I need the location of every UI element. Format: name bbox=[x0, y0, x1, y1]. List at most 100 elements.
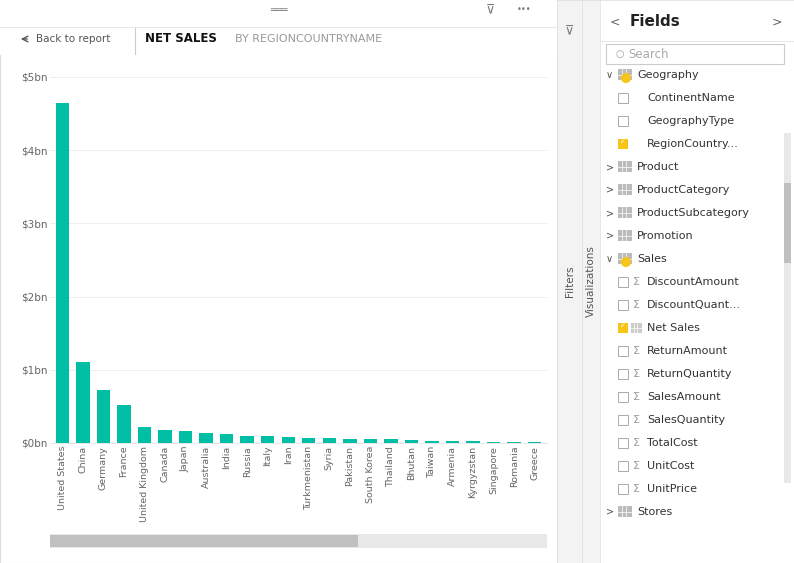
Bar bbox=[618, 230, 632, 241]
Bar bbox=[56, 102, 69, 443]
Bar bbox=[618, 346, 628, 356]
Bar bbox=[507, 442, 521, 443]
Text: ✓: ✓ bbox=[620, 323, 626, 329]
Bar bbox=[138, 427, 151, 443]
Bar bbox=[179, 431, 192, 443]
Bar bbox=[784, 183, 791, 263]
Bar bbox=[487, 442, 500, 443]
Text: Promotion: Promotion bbox=[637, 231, 694, 241]
Circle shape bbox=[621, 73, 631, 83]
Text: >: > bbox=[606, 231, 614, 241]
Text: ProductCategory: ProductCategory bbox=[637, 185, 730, 195]
Bar bbox=[618, 415, 628, 425]
Text: ∨: ∨ bbox=[606, 254, 613, 264]
Text: GeographyType: GeographyType bbox=[647, 116, 734, 126]
Bar bbox=[784, 133, 791, 483]
Text: DiscountAmount: DiscountAmount bbox=[647, 277, 740, 287]
Bar bbox=[618, 506, 632, 517]
Bar bbox=[158, 430, 172, 443]
Text: UnitCost: UnitCost bbox=[647, 461, 695, 471]
Bar bbox=[118, 405, 130, 443]
Text: ○: ○ bbox=[616, 49, 625, 59]
Text: Net Sales: Net Sales bbox=[647, 323, 700, 333]
Text: ReturnQuantity: ReturnQuantity bbox=[647, 369, 733, 379]
Text: Visualizations: Visualizations bbox=[586, 245, 596, 318]
Text: Geography: Geography bbox=[637, 70, 699, 80]
Text: ProductSubcategory: ProductSubcategory bbox=[637, 208, 750, 218]
Text: >: > bbox=[606, 162, 614, 172]
Bar bbox=[261, 436, 275, 443]
Bar bbox=[618, 139, 628, 149]
Text: ContinentName: ContinentName bbox=[647, 93, 734, 103]
Bar bbox=[618, 277, 628, 287]
Text: ReturnAmount: ReturnAmount bbox=[647, 346, 728, 356]
Text: >: > bbox=[772, 16, 782, 29]
Bar bbox=[426, 441, 438, 443]
Bar bbox=[618, 369, 628, 379]
Text: SalesAmount: SalesAmount bbox=[647, 392, 721, 402]
Bar bbox=[364, 439, 377, 443]
Bar bbox=[199, 433, 213, 443]
Text: Search: Search bbox=[628, 47, 669, 60]
Bar bbox=[446, 441, 459, 443]
Text: Σ: Σ bbox=[633, 484, 640, 494]
Text: •••: ••• bbox=[516, 6, 531, 15]
Text: >: > bbox=[606, 185, 614, 195]
Text: Fields: Fields bbox=[630, 15, 680, 29]
Text: Σ: Σ bbox=[633, 369, 640, 379]
Bar bbox=[618, 253, 632, 264]
Text: Stores: Stores bbox=[637, 507, 673, 517]
Text: <: < bbox=[610, 16, 620, 29]
Bar bbox=[302, 438, 315, 443]
Text: Σ: Σ bbox=[633, 300, 640, 310]
Text: SalesQuantity: SalesQuantity bbox=[647, 415, 725, 425]
Bar bbox=[618, 116, 628, 126]
Bar bbox=[618, 461, 628, 471]
Bar bbox=[618, 93, 628, 103]
Bar bbox=[76, 363, 90, 443]
Bar bbox=[631, 323, 642, 333]
Text: Back to report: Back to report bbox=[36, 34, 110, 44]
Circle shape bbox=[621, 257, 631, 267]
Text: Sales: Sales bbox=[637, 254, 667, 264]
Text: NET SALES: NET SALES bbox=[145, 33, 217, 46]
Text: Σ: Σ bbox=[633, 392, 640, 402]
Bar bbox=[322, 438, 336, 443]
Bar bbox=[384, 439, 398, 443]
Text: >: > bbox=[606, 208, 614, 218]
Text: ⊽: ⊽ bbox=[486, 3, 495, 16]
Bar bbox=[282, 437, 295, 443]
Bar bbox=[606, 44, 784, 64]
Bar bbox=[618, 69, 632, 80]
Bar bbox=[618, 323, 628, 333]
Text: ═══: ═══ bbox=[270, 5, 287, 15]
Bar bbox=[618, 184, 632, 195]
Bar bbox=[618, 300, 628, 310]
Text: >: > bbox=[606, 507, 614, 517]
Bar bbox=[618, 392, 628, 402]
Bar bbox=[618, 438, 628, 448]
Bar bbox=[241, 436, 254, 443]
Text: Σ: Σ bbox=[633, 346, 640, 356]
Bar bbox=[220, 434, 233, 443]
Text: TotalCost: TotalCost bbox=[647, 438, 698, 448]
Text: Product: Product bbox=[637, 162, 680, 172]
Text: Filters: Filters bbox=[565, 266, 575, 297]
Text: Σ: Σ bbox=[633, 438, 640, 448]
Text: Σ: Σ bbox=[633, 277, 640, 287]
Bar bbox=[343, 439, 357, 443]
Text: UnitPrice: UnitPrice bbox=[647, 484, 697, 494]
Bar bbox=[618, 207, 632, 218]
Text: BY REGIONCOUNTRYNAME: BY REGIONCOUNTRYNAME bbox=[235, 34, 382, 44]
Text: RegionCountry...: RegionCountry... bbox=[647, 139, 739, 149]
Text: ∨: ∨ bbox=[606, 70, 613, 80]
Text: ✓: ✓ bbox=[620, 139, 626, 145]
Text: Σ: Σ bbox=[633, 415, 640, 425]
Bar bbox=[97, 390, 110, 443]
Bar bbox=[405, 440, 418, 443]
Text: DiscountQuant...: DiscountQuant... bbox=[647, 300, 741, 310]
Text: ⊽: ⊽ bbox=[565, 24, 574, 38]
Text: Σ: Σ bbox=[633, 461, 640, 471]
Bar bbox=[50, 535, 358, 547]
Bar bbox=[466, 441, 480, 443]
